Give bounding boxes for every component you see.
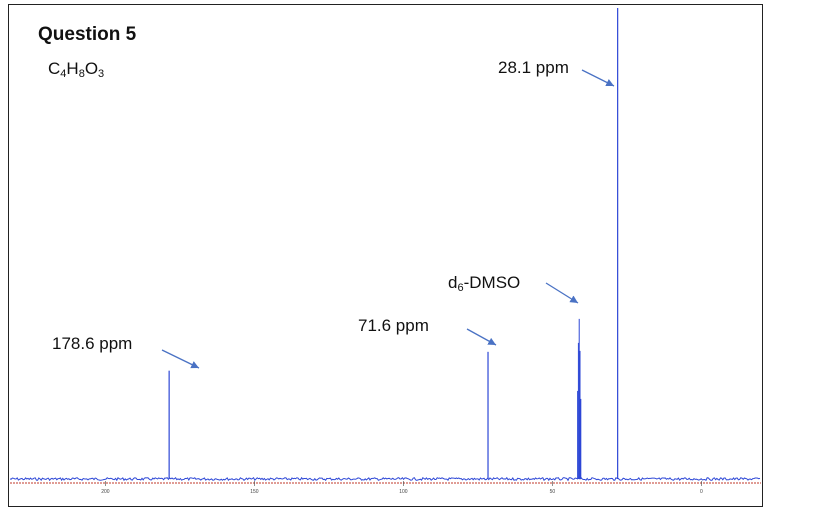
peak-label-28: 28.1 ppm	[498, 58, 569, 77]
formula-h: H	[66, 59, 79, 78]
x-tick-label: 150	[250, 489, 259, 495]
arrow-0	[161, 349, 200, 369]
peak-layer	[9, 8, 761, 482]
formula-o-count: 3	[98, 68, 105, 80]
x-tick-label: 100	[399, 489, 408, 495]
spectrum-frame	[8, 4, 763, 507]
molecular-formula: C4H8O3	[48, 59, 104, 80]
question-title: Question 5	[38, 24, 137, 45]
arrow-layer	[161, 69, 615, 369]
spectrum-baseline	[9, 476, 761, 482]
arrow-3	[581, 69, 615, 87]
peak-label-178: 178.6 ppm	[52, 334, 133, 353]
x-tick-label: 50	[550, 489, 556, 495]
formula-c: C	[48, 59, 61, 78]
formula-c-count: 4	[60, 68, 67, 80]
formula-o: O	[84, 59, 99, 78]
peak-label-71: 71.6 ppm	[358, 316, 429, 335]
formula-h-count: 8	[78, 68, 85, 80]
arrow-1	[466, 328, 497, 346]
x-tick-label: 200	[101, 489, 110, 495]
x-axis: 200 150 100 50 0	[10, 481, 761, 495]
arrow-2	[545, 282, 579, 304]
peak-label-dmso: d6-DMSO	[448, 273, 521, 294]
x-tick-label: 0	[700, 489, 703, 495]
